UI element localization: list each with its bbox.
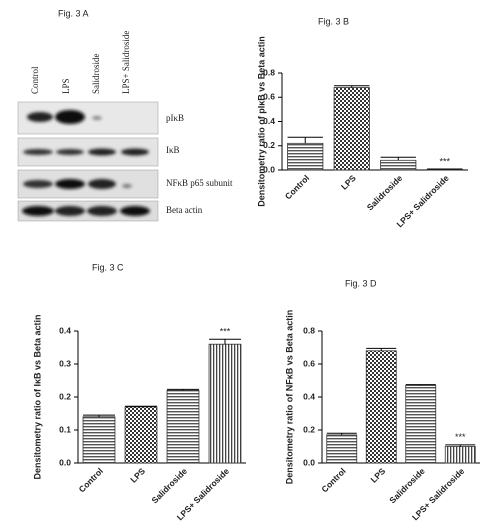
y-tick-label: 0.2 bbox=[263, 140, 275, 150]
error-bar bbox=[380, 156, 416, 161]
bar bbox=[166, 389, 200, 464]
row-label: pIκB bbox=[166, 113, 184, 123]
bar bbox=[333, 87, 370, 171]
error-bar bbox=[366, 347, 397, 351]
x-tick-label: Control bbox=[283, 173, 311, 201]
x-tick-label: Salidroside bbox=[365, 173, 405, 213]
y-tick-label: 0.4 bbox=[303, 391, 315, 401]
y-tick-label: 0.4 bbox=[263, 116, 275, 126]
x-tick-label: Control bbox=[319, 466, 347, 494]
error-bar bbox=[125, 405, 157, 407]
bar bbox=[82, 416, 116, 464]
error-bar bbox=[445, 444, 476, 447]
error-bar bbox=[334, 85, 370, 88]
error-bar bbox=[405, 384, 436, 386]
y-tick-label: 0.1 bbox=[59, 424, 71, 434]
error-bar bbox=[167, 388, 199, 391]
y-axis-label: Densitometry ratio of IκB vs Beta actin bbox=[32, 314, 42, 479]
bar bbox=[287, 142, 324, 171]
y-tick-label: 0.0 bbox=[303, 457, 315, 467]
error-bar bbox=[209, 338, 241, 345]
panel-title: Fig. 3 C bbox=[92, 262, 124, 272]
y-tick-label: 0.0 bbox=[263, 164, 275, 174]
x-tick-label: LPS bbox=[128, 466, 147, 485]
panel-title: Fig. 3 A bbox=[58, 8, 89, 18]
y-tick-label: 0.4 bbox=[59, 325, 71, 335]
y-tick-label: 0.6 bbox=[263, 92, 275, 102]
panel-title: Fig. 3 B bbox=[318, 16, 349, 26]
bar bbox=[208, 343, 242, 464]
panel-title: Fig. 3 D bbox=[345, 278, 377, 288]
x-tick-label: LPS bbox=[339, 173, 358, 192]
y-tick-label: 0.6 bbox=[303, 358, 315, 368]
row-labels: pIκB IκB NFκB p65 subunit Beta actin bbox=[166, 113, 233, 215]
row-label: Beta actin bbox=[166, 205, 203, 215]
blot-strips bbox=[17, 101, 159, 222]
row-label: IκB bbox=[166, 145, 180, 155]
y-tick-label: 0.0 bbox=[59, 457, 71, 467]
x-tick-label: Salidroside bbox=[150, 466, 190, 506]
bar bbox=[365, 350, 397, 464]
y-axis-label: Densitometry ratio of pIκB vs Beta actin bbox=[256, 36, 266, 207]
lane-label: Salidroside bbox=[91, 53, 101, 94]
bar bbox=[444, 446, 476, 464]
lane-label: LPS bbox=[61, 78, 71, 94]
x-tick-label: LPS bbox=[368, 466, 387, 485]
y-tick-label: 0.3 bbox=[59, 358, 71, 368]
bar bbox=[405, 385, 437, 464]
lane-label: Control bbox=[30, 66, 40, 94]
row-label: NFκB p65 subunit bbox=[166, 178, 233, 188]
bar bbox=[326, 434, 358, 464]
error-bar bbox=[83, 414, 115, 417]
significance-label: *** bbox=[220, 327, 231, 337]
bar bbox=[380, 159, 417, 171]
y-tick-label: 0.8 bbox=[263, 67, 275, 77]
y-tick-label: 0.8 bbox=[303, 325, 315, 335]
error-bar bbox=[326, 432, 357, 435]
significance-label: *** bbox=[439, 156, 450, 166]
error-bar bbox=[287, 136, 323, 144]
lane-labels: Control LPS Salidroside LPS+ Salidroside bbox=[30, 31, 131, 94]
significance-label: *** bbox=[455, 432, 466, 442]
lane-label: LPS+ Salidroside bbox=[121, 31, 131, 94]
bar bbox=[124, 406, 158, 464]
y-tick-label: 0.2 bbox=[59, 391, 71, 401]
y-axis-label: Densitometry ratio of NFκB vs Beta actin bbox=[284, 310, 294, 485]
x-tick-label: Salidroside bbox=[387, 466, 427, 506]
y-tick-label: 0.2 bbox=[303, 424, 315, 434]
x-tick-label: Control bbox=[77, 466, 105, 494]
